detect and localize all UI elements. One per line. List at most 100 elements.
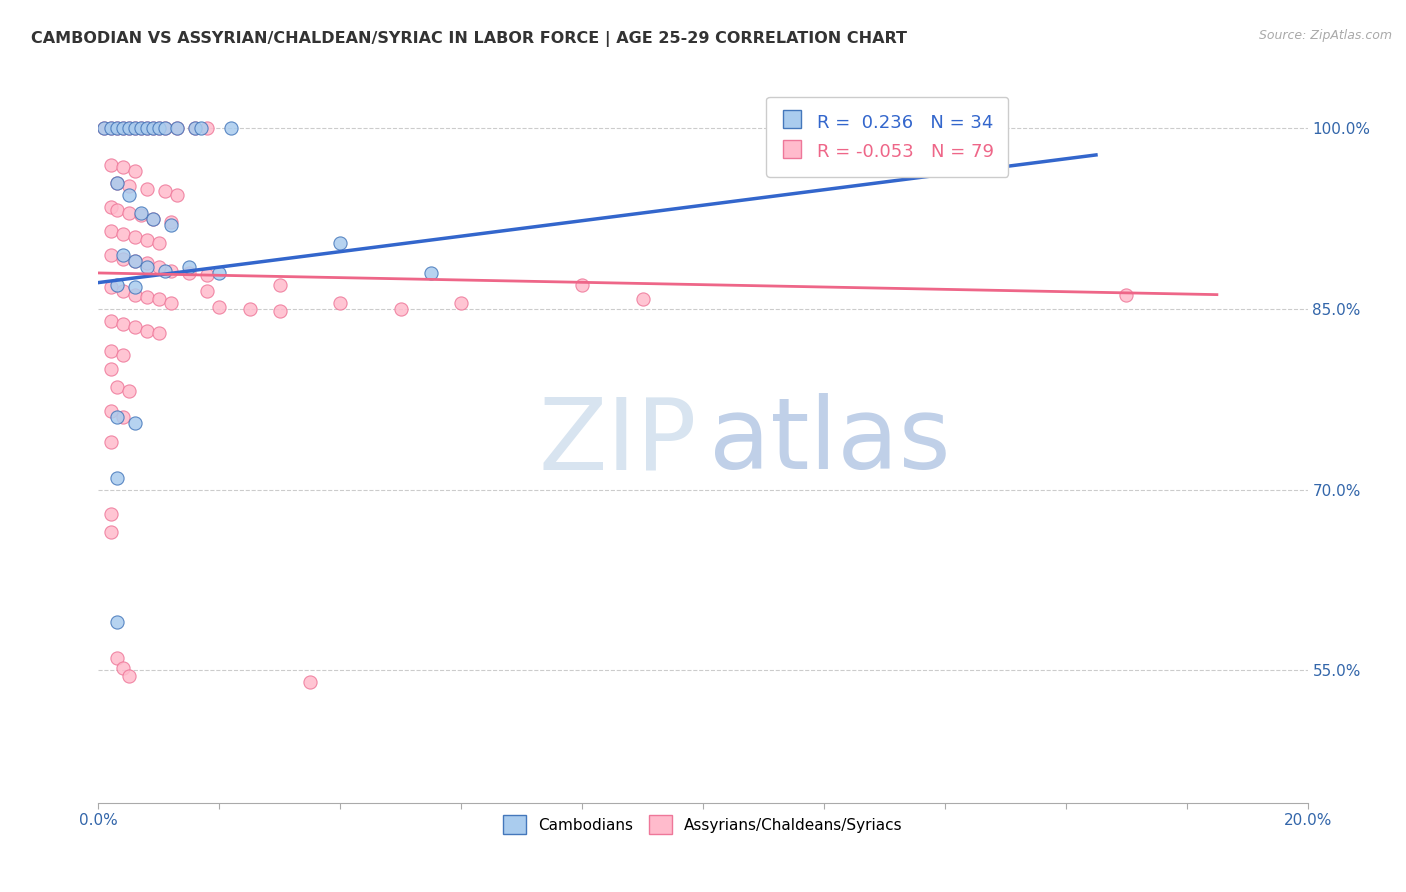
Point	[135, 324, 157, 338]
Point	[129, 205, 152, 219]
Point	[269, 278, 291, 293]
Point	[124, 280, 146, 294]
Point	[208, 266, 231, 280]
Text: ZIP: ZIP	[538, 393, 697, 490]
Point	[124, 121, 146, 136]
Point	[105, 176, 128, 190]
Point	[111, 248, 134, 262]
Point	[179, 260, 201, 274]
Point	[571, 278, 593, 293]
Point	[118, 205, 141, 219]
Point	[148, 326, 170, 341]
Point	[631, 293, 654, 307]
Point	[100, 404, 122, 418]
Point	[142, 211, 165, 226]
Point	[124, 254, 146, 268]
Point	[1115, 287, 1137, 301]
Point	[93, 121, 115, 136]
Legend: Cambodians, Assyrians/Chaldeans/Syriacs: Cambodians, Assyrians/Chaldeans/Syriacs	[498, 809, 908, 840]
Point	[111, 227, 134, 242]
Point	[208, 300, 231, 314]
Point	[148, 121, 170, 136]
Point	[118, 121, 141, 136]
Point	[118, 121, 141, 136]
Point	[100, 158, 122, 172]
Point	[239, 301, 262, 317]
Point	[148, 121, 170, 136]
Point	[111, 284, 134, 298]
Point	[166, 121, 188, 136]
Point	[100, 280, 122, 294]
Point	[129, 208, 152, 222]
Point	[100, 121, 122, 136]
Point	[111, 348, 134, 362]
Point	[450, 296, 472, 310]
Point	[105, 176, 128, 190]
Point	[111, 121, 134, 136]
Point	[105, 615, 128, 630]
Point	[111, 317, 134, 331]
Point	[184, 121, 207, 136]
Point	[148, 235, 170, 250]
Point	[142, 121, 165, 136]
Point	[160, 215, 183, 229]
Text: atlas: atlas	[709, 393, 950, 490]
Point	[111, 661, 134, 675]
Point	[135, 121, 157, 136]
Point	[111, 160, 134, 174]
Point	[184, 121, 207, 136]
Point	[100, 121, 122, 136]
Point	[111, 121, 134, 136]
Point	[269, 304, 291, 318]
Point	[100, 507, 122, 521]
Point	[100, 434, 122, 449]
Point	[124, 121, 146, 136]
Point	[118, 179, 141, 194]
Point	[195, 268, 218, 283]
Point	[389, 301, 412, 317]
Point	[105, 121, 128, 136]
Point	[111, 252, 134, 266]
Point	[195, 121, 218, 136]
Point	[135, 290, 157, 304]
Point	[100, 524, 122, 539]
Point	[124, 320, 146, 334]
Point	[153, 263, 176, 277]
Point	[148, 260, 170, 274]
Point	[100, 200, 122, 214]
Point	[118, 384, 141, 398]
Point	[135, 182, 157, 196]
Point	[105, 380, 128, 394]
Point	[142, 121, 165, 136]
Point	[153, 184, 176, 198]
Point	[142, 211, 165, 226]
Text: Source: ZipAtlas.com: Source: ZipAtlas.com	[1258, 29, 1392, 42]
Point	[100, 224, 122, 238]
Point	[148, 293, 170, 307]
Point	[153, 121, 176, 136]
Point	[190, 121, 212, 136]
Point	[111, 410, 134, 425]
Point	[160, 218, 183, 232]
Point	[100, 344, 122, 359]
Point	[100, 362, 122, 376]
Point	[160, 263, 183, 277]
Point	[118, 187, 141, 202]
Point	[179, 266, 201, 280]
Point	[93, 121, 115, 136]
Point	[124, 254, 146, 268]
Point	[221, 121, 243, 136]
Point	[135, 121, 157, 136]
Point	[160, 296, 183, 310]
Point	[129, 121, 152, 136]
Point	[166, 187, 188, 202]
Point	[105, 121, 128, 136]
Point	[105, 410, 128, 425]
Point	[135, 260, 157, 274]
Point	[124, 417, 146, 431]
Point	[135, 234, 157, 248]
Point	[100, 314, 122, 328]
Point	[118, 669, 141, 683]
Point	[195, 284, 218, 298]
Point	[135, 256, 157, 270]
